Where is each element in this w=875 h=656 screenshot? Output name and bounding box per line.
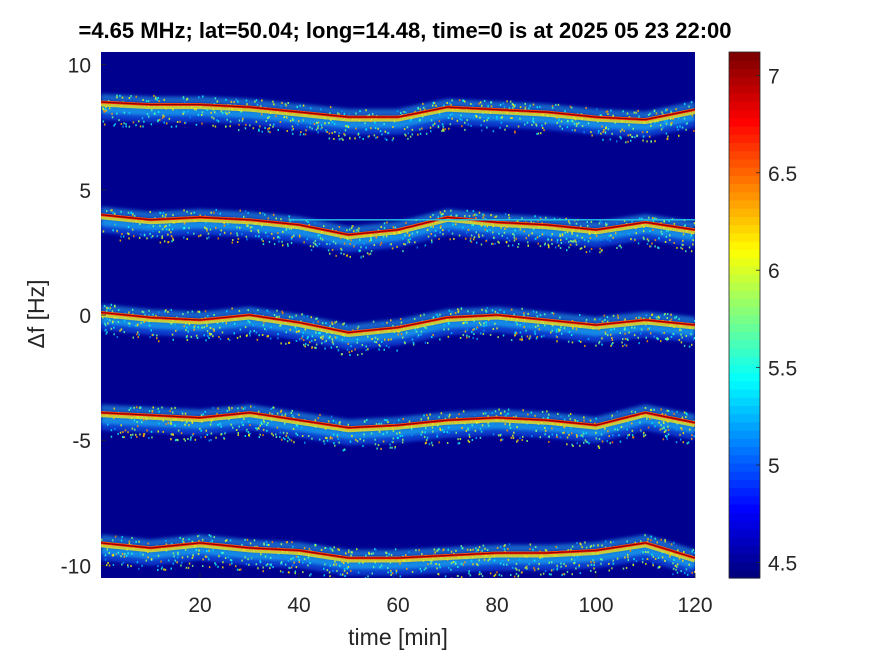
- colorbar-tick-label: 7: [768, 65, 780, 88]
- colorbar-tick-label: 4.5: [768, 552, 797, 575]
- band-3-peak: [101, 412, 695, 429]
- y-tick-label: 0: [79, 305, 91, 328]
- band-1: [101, 206, 695, 259]
- x-tick-label: 20: [188, 594, 211, 617]
- band-0-peak: [101, 101, 695, 121]
- y-tick-label: 5: [79, 180, 91, 203]
- colorbar: 4.5 5 5.5 6 6.5 7: [728, 51, 797, 579]
- chart-title: =4.65 MHz; lat=50.04; long=14.48, time=0…: [78, 18, 731, 43]
- band-4-speckle: [101, 534, 695, 578]
- y-tick-label: -5: [72, 430, 91, 453]
- spectral-bands: [101, 93, 695, 578]
- y-tick-label: 10: [68, 55, 91, 78]
- colorbar-gradient: [729, 52, 760, 579]
- band-1-yellow: [101, 213, 695, 240]
- x-axis-label: time [min]: [348, 624, 448, 650]
- y-tick-label: -10: [61, 555, 91, 578]
- band-4-halo: [101, 534, 695, 576]
- band-2: [101, 303, 695, 356]
- band-0-halo: [101, 93, 695, 138]
- band-3: [101, 404, 695, 452]
- x-tick-label: 40: [287, 594, 310, 617]
- x-tick-label: 100: [578, 594, 613, 617]
- colorbar-tick-label: 6.5: [768, 163, 797, 186]
- colorbar-tick-label: 5: [768, 455, 780, 478]
- band-4-yellow: [101, 541, 695, 563]
- band-0: [101, 93, 695, 144]
- x-axis-ticks: 20 40 60 80 100 120: [188, 573, 713, 617]
- y-axis-label: Δf [Hz]: [23, 279, 49, 348]
- plot-area: [101, 52, 695, 578]
- colorbar-border: [728, 51, 761, 579]
- band-1-peak: [101, 214, 695, 236]
- x-tick-label: 60: [386, 594, 409, 617]
- band-2-peak: [101, 311, 695, 334]
- band-4-peak: [101, 542, 695, 559]
- colorbar-tick-label: 6: [768, 260, 780, 283]
- band-3-yellow: [101, 411, 695, 433]
- band-4: [101, 534, 695, 578]
- x-tick-label: 80: [485, 594, 508, 617]
- colorbar-tick-label: 5.5: [768, 358, 797, 381]
- band-0-yellow: [101, 100, 695, 125]
- y-axis-ticks: -10 -5 0 5 10: [61, 55, 106, 578]
- x-tick-label: 120: [677, 594, 712, 617]
- band-2-yellow: [101, 311, 695, 338]
- colorbar-ticks: 4.5 5 5.5 6 6.5 7: [756, 65, 797, 575]
